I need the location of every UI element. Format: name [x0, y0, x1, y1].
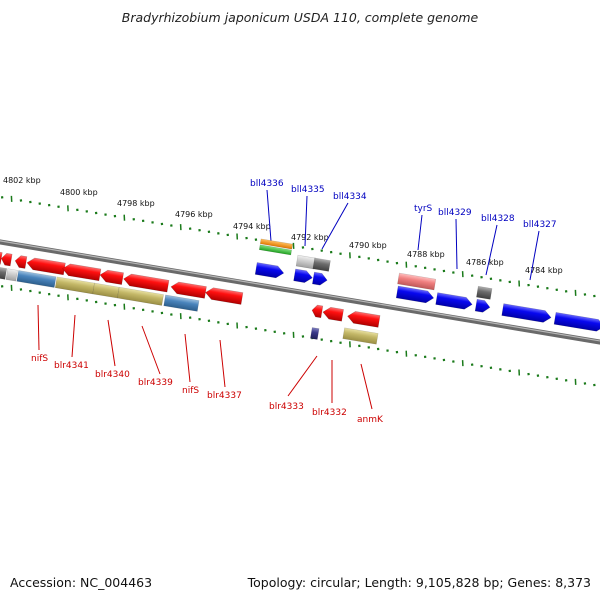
reverse-feature-khaki-box	[342, 327, 379, 345]
reverse-gene-label: anmK	[357, 415, 384, 425]
forward-feature-orange-box	[259, 238, 293, 250]
forward-gene-arrow	[435, 292, 473, 310]
leader-line	[529, 230, 540, 281]
ruler-label: 4788 kbp	[407, 250, 445, 259]
forward-feature-gray-box	[312, 257, 331, 272]
forward-gene-label: bll4335	[291, 185, 325, 195]
ruler-label: 4792 kbp	[291, 233, 329, 242]
ruler-label: 4798 kbp	[117, 199, 155, 208]
forward-feature-green-box	[258, 244, 292, 256]
genome-backbone	[0, 239, 600, 345]
reverse-gene-arrow	[205, 287, 244, 305]
genome-summary: Topology: circular; Length: 9,105,828 bp…	[247, 575, 591, 590]
ruler-label: 4794 kbp	[233, 222, 271, 231]
reverse-gene-arrow	[62, 263, 102, 282]
forward-gene-label: bll4329	[438, 208, 472, 218]
reverse-gene-arrow	[311, 304, 324, 319]
ruler-labels: 4802 kbp 4800 kbp 4798 kbp 4796 kbp 4794 kbp…	[3, 176, 563, 275]
ruler-label: 4800 kbp	[60, 188, 98, 197]
reverse-feature-khaki-box	[117, 286, 164, 306]
reverse-gene-arrow	[322, 307, 344, 322]
reverse-gene-label: nifS	[31, 354, 48, 364]
forward-gene-label: bll4328	[481, 214, 515, 224]
leader-line	[37, 304, 40, 351]
reverse-feature-lightgray-box	[5, 268, 18, 282]
gene-track	[0, 238, 600, 345]
forward-gene-label: tyrS	[414, 204, 433, 214]
reverse-feature-steel-box	[16, 270, 57, 288]
ruler-label: 4784 kbp	[525, 266, 563, 275]
reverse-gene-arrow	[347, 311, 381, 328]
reverse-gene-label: blr4332	[312, 408, 347, 418]
reverse-gene-arrow	[26, 257, 66, 276]
leader-line	[417, 214, 423, 251]
leader-line	[304, 195, 308, 247]
reverse-gene-arrow	[170, 281, 207, 299]
reverse-gene-label: nifS	[182, 386, 199, 396]
map-title: Bradyrhizobium japonicum USDA 110, compl…	[121, 10, 479, 25]
forward-feature-pink-box	[397, 272, 437, 291]
forward-gene-arrow	[553, 312, 600, 332]
reverse-gene-label: blr4333	[269, 402, 304, 412]
ruler-label: 4790 kbp	[349, 241, 387, 250]
ruler-label: 4796 kbp	[175, 210, 213, 219]
reverse-feature-steel-box	[163, 294, 200, 312]
forward-feature-gray-box	[476, 285, 493, 300]
leader-lines	[37, 189, 540, 410]
reverse-gene-arrow	[0, 251, 3, 265]
forward-gene-label: bll4327	[523, 220, 557, 230]
leader-line	[321, 202, 349, 250]
forward-gene-arrow	[293, 268, 313, 283]
forward-gene-arrow	[474, 298, 491, 313]
ruler-label: 4786 kbp	[466, 258, 504, 267]
leader-line	[485, 224, 498, 276]
reverse-gene-label: blr4340	[95, 370, 130, 380]
leader-line	[287, 355, 318, 397]
reverse-gene-arrow	[99, 269, 124, 285]
inner-ruler	[0, 284, 596, 387]
leader-line	[184, 333, 191, 383]
reverse-gene-label: blr4339	[138, 378, 173, 388]
reverse-feature-gray-box	[0, 265, 8, 280]
leader-line	[266, 189, 272, 242]
ruler-label: 4802 kbp	[3, 176, 41, 185]
reverse-feature-navy-box	[310, 327, 320, 340]
reverse-gene-label: blr4337	[207, 391, 242, 401]
backbone-highlight	[0, 240, 600, 342]
forward-gene-label: bll4334	[333, 192, 367, 202]
forward-gene-arrow	[254, 262, 285, 279]
reverse-feature-khaki-box	[54, 276, 95, 295]
leader-line	[141, 325, 161, 375]
gene-labels: bll4336 bll4335 bll4334 tyrS bll4329 bll4328 b…	[31, 179, 557, 425]
accession-text: Accession: NC_004463	[10, 575, 153, 590]
forward-feature-lightgray-box	[295, 254, 316, 270]
outer-ruler	[0, 195, 596, 298]
forward-gene-arrow	[395, 285, 435, 304]
reverse-gene-label: blr4341	[54, 361, 89, 371]
forward-gene-arrow	[312, 271, 328, 286]
leader-line	[219, 339, 226, 388]
reverse-gene-arrow	[123, 273, 170, 293]
leader-line	[71, 314, 76, 358]
reverse-feature-khaki-box	[92, 282, 120, 299]
leader-line	[360, 363, 373, 410]
reverse-gene-arrow	[1, 252, 13, 267]
reverse-gene-arrow	[14, 255, 28, 269]
leader-line	[455, 218, 458, 270]
leader-line	[107, 319, 116, 367]
forward-gene-label: bll4336	[250, 179, 284, 189]
forward-gene-arrow	[501, 303, 552, 323]
